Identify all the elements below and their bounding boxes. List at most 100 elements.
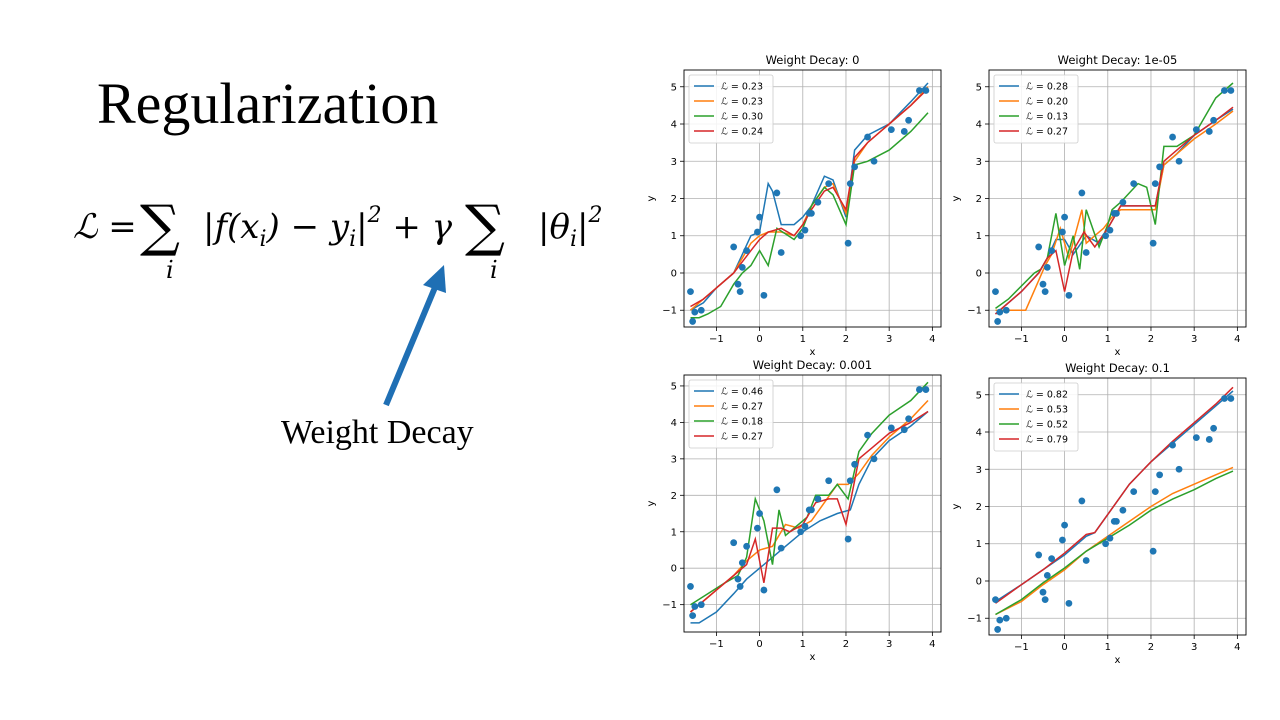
data-point [801, 226, 809, 234]
legend-label: ℒ = 0.27 [721, 402, 763, 413]
data-point [1221, 395, 1228, 402]
y-tick-label: 3 [671, 454, 677, 465]
legend-label: ℒ = 0.27 [721, 432, 763, 443]
legend-label: ℒ = 0.13 [1026, 112, 1068, 123]
axes-frame [988, 69, 1247, 328]
arrow-shaft [383, 283, 439, 407]
data-point [1065, 291, 1073, 299]
data-point [846, 180, 854, 188]
chart-title: Weight Decay: 0 [766, 53, 860, 67]
data-point [922, 386, 930, 393]
x-tick-label: 2 [1148, 334, 1154, 345]
legend-label: ℒ = 0.53 [1026, 405, 1068, 416]
slide-title: Regularization [97, 71, 439, 136]
data-point [1035, 243, 1043, 251]
data-point [756, 213, 763, 221]
x-axis-label: x [1115, 347, 1121, 355]
data-point [754, 228, 761, 236]
data-point [1221, 87, 1228, 94]
data-point [743, 542, 751, 550]
legend-label: ℒ = 0.46 [721, 387, 763, 398]
data-point [743, 247, 751, 255]
formula-lhs: ℒ = [73, 207, 137, 247]
series-line-1 [995, 110, 1234, 311]
x-tick-label: −1 [709, 334, 724, 345]
legend-label: ℒ = 0.28 [1026, 82, 1068, 93]
legend-label: ℒ = 0.24 [721, 127, 763, 138]
data-point [916, 386, 923, 393]
y-tick-label: 0 [671, 564, 677, 575]
data-point [734, 575, 742, 583]
y-axis-label: y [951, 503, 962, 509]
data-point [870, 157, 878, 165]
y-axis-label: y [646, 195, 657, 201]
y-tick-label: 2 [671, 491, 677, 502]
data-point [1175, 157, 1183, 165]
data-point [1059, 228, 1066, 236]
data-point [1043, 572, 1051, 579]
y-tick-label: 4 [671, 418, 677, 429]
y-axis-label: y [646, 500, 657, 506]
y-tick-label: 3 [976, 465, 982, 476]
y-tick-label: −1 [967, 306, 982, 317]
y-tick-label: 4 [976, 428, 982, 439]
x-tick-label: 4 [929, 639, 935, 650]
x-tick-label: 0 [1061, 642, 1067, 653]
data-point [1175, 465, 1183, 473]
data-point [814, 198, 822, 206]
data-point [844, 535, 852, 543]
x-axis-label: x [810, 347, 816, 355]
x-tick-label: 1 [1105, 642, 1111, 653]
data-point [1102, 232, 1110, 240]
legend-label: ℒ = 0.52 [1026, 420, 1068, 431]
formula-sum-2: ∑ [465, 194, 505, 259]
data-point [1102, 540, 1110, 548]
data-point [887, 126, 895, 133]
y-tick-label: 5 [976, 390, 982, 401]
data-point [1048, 555, 1056, 563]
legend-box [993, 74, 1079, 144]
legend-label: ℒ = 0.18 [721, 417, 763, 428]
data-point [1192, 434, 1200, 441]
y-tick-label: 3 [671, 157, 677, 168]
data-point [864, 431, 871, 439]
x-tick-label: 4 [929, 334, 935, 345]
data-point [687, 583, 694, 590]
chart-weight-decay-0: −1 0 1 2 3 4 −1 0 1 2 3 4 5 Weight Decay: 0 x y ℒ = 0.23… [640, 50, 950, 355]
data-point [730, 539, 738, 547]
data-point [992, 596, 999, 604]
y-tick-label: −1 [662, 600, 677, 611]
data-point [1041, 596, 1049, 604]
data-point [1059, 536, 1066, 544]
data-point [1048, 247, 1056, 255]
chart-weight-decay-0.001: −1 0 1 2 3 4 −1 0 1 2 3 4 5 Weight Decay: 0.001 x y ℒ = … [640, 355, 950, 660]
data-point [808, 506, 815, 514]
data-point [844, 239, 852, 247]
data-point [1061, 213, 1068, 221]
y-tick-label: 0 [671, 268, 677, 279]
y-tick-label: 2 [976, 502, 982, 513]
data-point [1113, 209, 1120, 217]
weight-decay-arrow [370, 255, 460, 415]
data-point [691, 308, 699, 316]
chart-weight-decay-0.1: −1 0 1 2 3 4 −1 0 1 2 3 4 5 Weight Decay: 0.1 x y ℒ = 0.… [945, 358, 1255, 663]
data-point [1205, 128, 1213, 135]
data-point [738, 264, 746, 271]
data-point [900, 426, 908, 434]
data-point [1043, 264, 1051, 271]
y-tick-label: 2 [976, 194, 982, 205]
legend-box [688, 379, 774, 449]
x-tick-label: 4 [1234, 642, 1240, 653]
formula-sum-1: ∑ [140, 194, 180, 259]
chart-title: Weight Decay: 0.1 [1065, 361, 1170, 375]
data-point [905, 116, 913, 124]
data-point [922, 87, 930, 94]
data-point [1078, 497, 1086, 505]
data-point [1210, 116, 1218, 124]
legend-box [688, 74, 774, 144]
y-tick-label: −1 [662, 306, 677, 317]
series-line-3 [995, 386, 1234, 604]
chart-svg: −1 0 1 2 3 4 −1 0 1 2 3 4 5 Weight Decay: 0 x y ℒ = 0.23… [646, 53, 942, 355]
series-line-2 [690, 112, 929, 319]
chart-svg: −1 0 1 2 3 4 −1 0 1 2 3 4 5 Weight Decay: 0.001 x y ℒ = … [646, 358, 942, 660]
